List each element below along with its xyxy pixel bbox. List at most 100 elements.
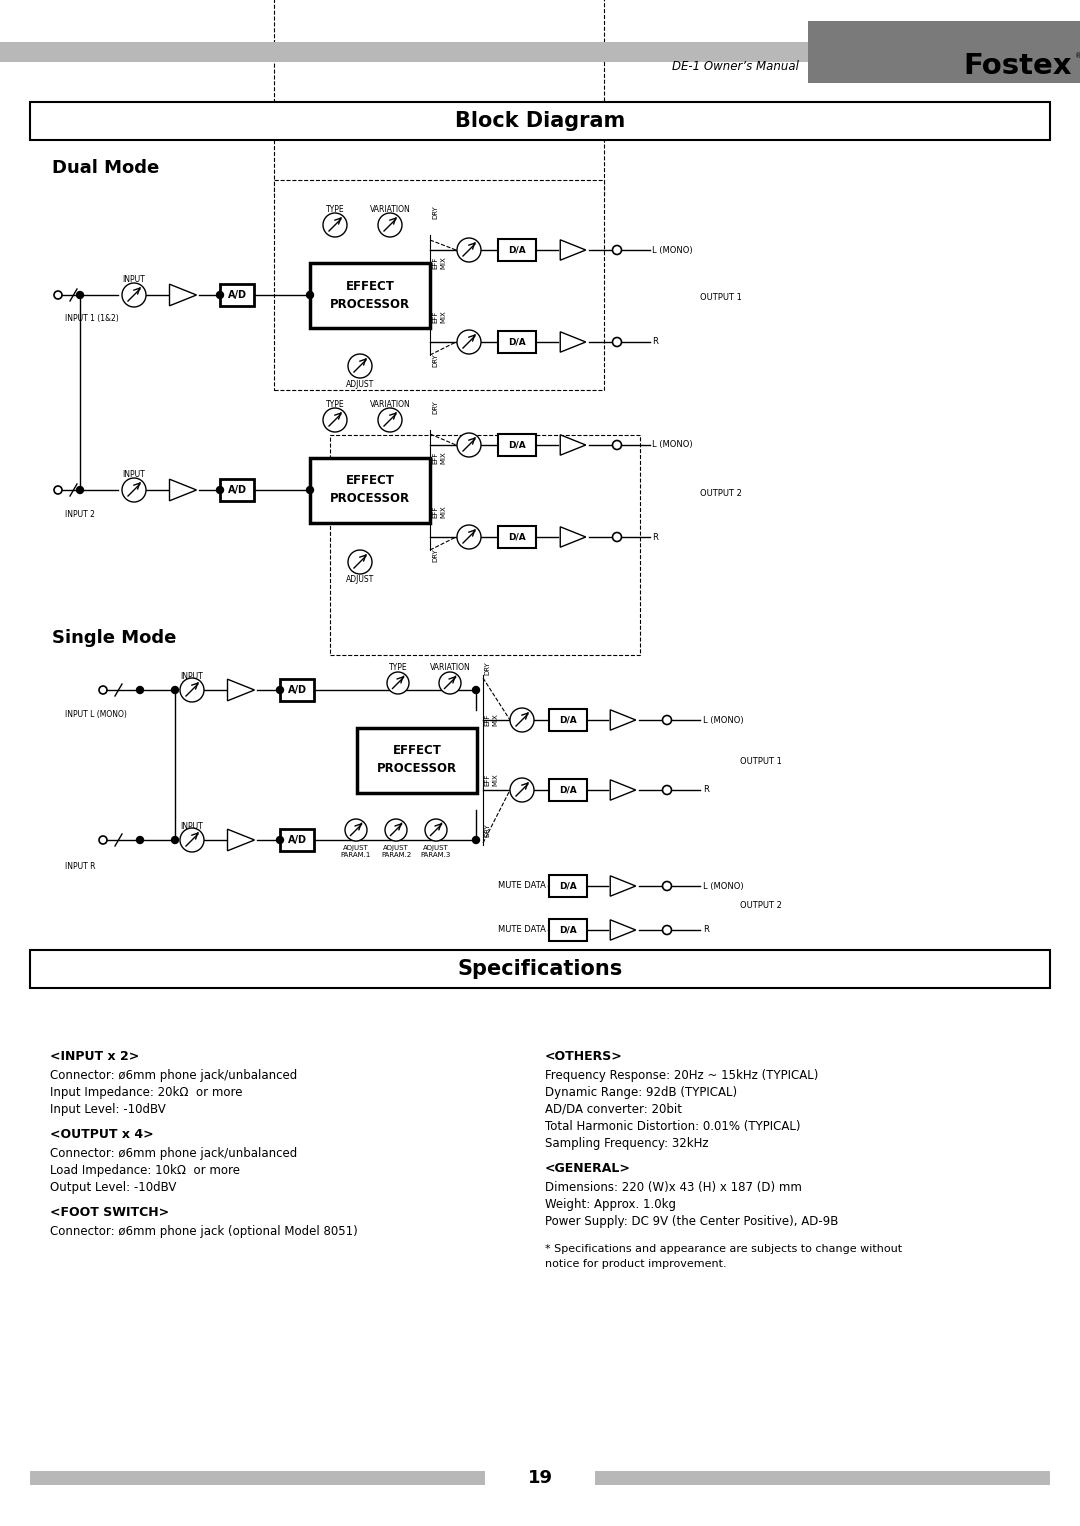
Text: MIX: MIX [440, 256, 446, 270]
Text: TYPE: TYPE [389, 662, 407, 671]
Text: ADJUST: ADJUST [346, 380, 374, 389]
Text: Sampling Frequency: 32kHz: Sampling Frequency: 32kHz [545, 1137, 708, 1151]
Circle shape [612, 337, 621, 346]
Text: <FOOT SWITCH>: <FOOT SWITCH> [50, 1206, 170, 1219]
Text: EFF: EFF [432, 311, 438, 324]
Text: Specifications: Specifications [457, 958, 623, 980]
Text: Load Impedance: 10kΩ  or more: Load Impedance: 10kΩ or more [50, 1164, 240, 1177]
Circle shape [457, 330, 481, 354]
Text: ADJUST
PARAM.2: ADJUST PARAM.2 [381, 845, 411, 858]
Text: A/D: A/D [228, 290, 246, 301]
Text: DE-1 Owner’s Manual: DE-1 Owner’s Manual [673, 60, 804, 73]
Polygon shape [228, 829, 255, 852]
Circle shape [457, 433, 481, 456]
Bar [549, 778, 588, 801]
Text: EFFECT: EFFECT [346, 475, 394, 487]
Text: Power Supply: DC 9V (the Center Positive), AD-9B: Power Supply: DC 9V (the Center Positive… [545, 1215, 838, 1228]
Circle shape [387, 671, 409, 694]
Circle shape [172, 687, 178, 693]
Polygon shape [561, 331, 585, 353]
Text: D/A: D/A [559, 716, 577, 725]
Circle shape [136, 687, 144, 693]
Text: DRY: DRY [484, 661, 490, 674]
Circle shape [662, 716, 672, 725]
Text: <OTHERS>: <OTHERS> [545, 1050, 623, 1064]
Bar [808, 21, 1080, 82]
Bar [498, 240, 536, 261]
Bar [595, 1471, 1050, 1485]
Text: L (MONO): L (MONO) [652, 441, 692, 450]
Circle shape [180, 678, 204, 702]
Text: A/D: A/D [228, 485, 246, 494]
Text: Input Impedance: 20kΩ  or more: Input Impedance: 20kΩ or more [50, 1087, 243, 1099]
Text: ®: ® [1075, 53, 1080, 60]
Bar [280, 679, 314, 700]
Text: Dimensions: 220 (W)x 43 (H) x 187 (D) mm: Dimensions: 220 (W)x 43 (H) x 187 (D) mm [545, 1181, 801, 1193]
Text: MUTE DATA: MUTE DATA [498, 925, 546, 934]
Text: INPUT 1 (1&2): INPUT 1 (1&2) [65, 314, 119, 324]
Bar [498, 526, 536, 548]
Circle shape [378, 214, 402, 237]
Text: ADJUST: ADJUST [346, 575, 374, 584]
Circle shape [384, 819, 407, 841]
Text: DRY: DRY [432, 548, 438, 562]
Text: R: R [652, 533, 658, 542]
Text: EFFECT: EFFECT [346, 279, 394, 293]
Text: Connector: ø6mm phone jack/unbalanced: Connector: ø6mm phone jack/unbalanced [50, 1070, 297, 1082]
Circle shape [54, 291, 62, 299]
Circle shape [216, 487, 224, 493]
Text: MIX: MIX [440, 311, 446, 324]
Circle shape [510, 708, 534, 732]
Polygon shape [170, 479, 197, 501]
Circle shape [438, 671, 461, 694]
Circle shape [662, 882, 672, 891]
Text: TYPE: TYPE [326, 204, 345, 214]
Circle shape [457, 525, 481, 549]
Text: ADJUST
PARAM.1: ADJUST PARAM.1 [341, 845, 372, 858]
Text: D/A: D/A [559, 925, 577, 934]
Text: DRY: DRY [484, 823, 490, 836]
Text: Output Level: -10dBV: Output Level: -10dBV [50, 1181, 176, 1193]
Circle shape [473, 687, 480, 693]
Text: L (MONO): L (MONO) [703, 882, 744, 891]
Text: EFF: EFF [484, 714, 490, 726]
Text: <OUTPUT x 4>: <OUTPUT x 4> [50, 1128, 153, 1141]
Text: PROCESSOR: PROCESSOR [329, 298, 410, 310]
Circle shape [276, 687, 283, 693]
Text: Block Diagram: Block Diagram [455, 111, 625, 131]
Text: A/D: A/D [287, 835, 307, 845]
Bar [549, 919, 588, 942]
Text: MIX: MIX [440, 452, 446, 464]
Text: MIX: MIX [492, 714, 498, 726]
Bar [274, 0, 604, 195]
Text: VARIATION: VARIATION [369, 400, 410, 409]
Bar [0, 43, 1080, 63]
Circle shape [612, 533, 621, 542]
Circle shape [662, 925, 672, 934]
Circle shape [348, 549, 372, 574]
Text: EFF: EFF [432, 256, 438, 269]
Polygon shape [610, 920, 636, 940]
Text: Connector: ø6mm phone jack/unbalanced: Connector: ø6mm phone jack/unbalanced [50, 1148, 297, 1160]
Text: PROCESSOR: PROCESSOR [329, 493, 410, 505]
Polygon shape [561, 526, 585, 548]
Text: Fostex: Fostex [963, 52, 1072, 79]
Circle shape [99, 687, 107, 694]
Text: TYPE: TYPE [326, 400, 345, 409]
Text: Dual Mode: Dual Mode [52, 159, 159, 177]
Bar [549, 710, 588, 731]
Circle shape [180, 829, 204, 852]
Circle shape [54, 485, 62, 494]
Circle shape [136, 836, 144, 844]
Text: OUTPUT 1: OUTPUT 1 [700, 293, 742, 302]
Polygon shape [610, 710, 636, 731]
Bar [498, 331, 536, 353]
Circle shape [662, 786, 672, 795]
Text: INPUT L (MONO): INPUT L (MONO) [65, 710, 126, 719]
Text: INPUT: INPUT [180, 671, 203, 681]
Circle shape [426, 819, 447, 841]
Polygon shape [610, 780, 636, 800]
Text: Total Harmonic Distortion: 0.01% (TYPICAL): Total Harmonic Distortion: 0.01% (TYPICA… [545, 1120, 800, 1132]
Text: VARIATION: VARIATION [430, 662, 471, 671]
Bar [30, 951, 1050, 987]
